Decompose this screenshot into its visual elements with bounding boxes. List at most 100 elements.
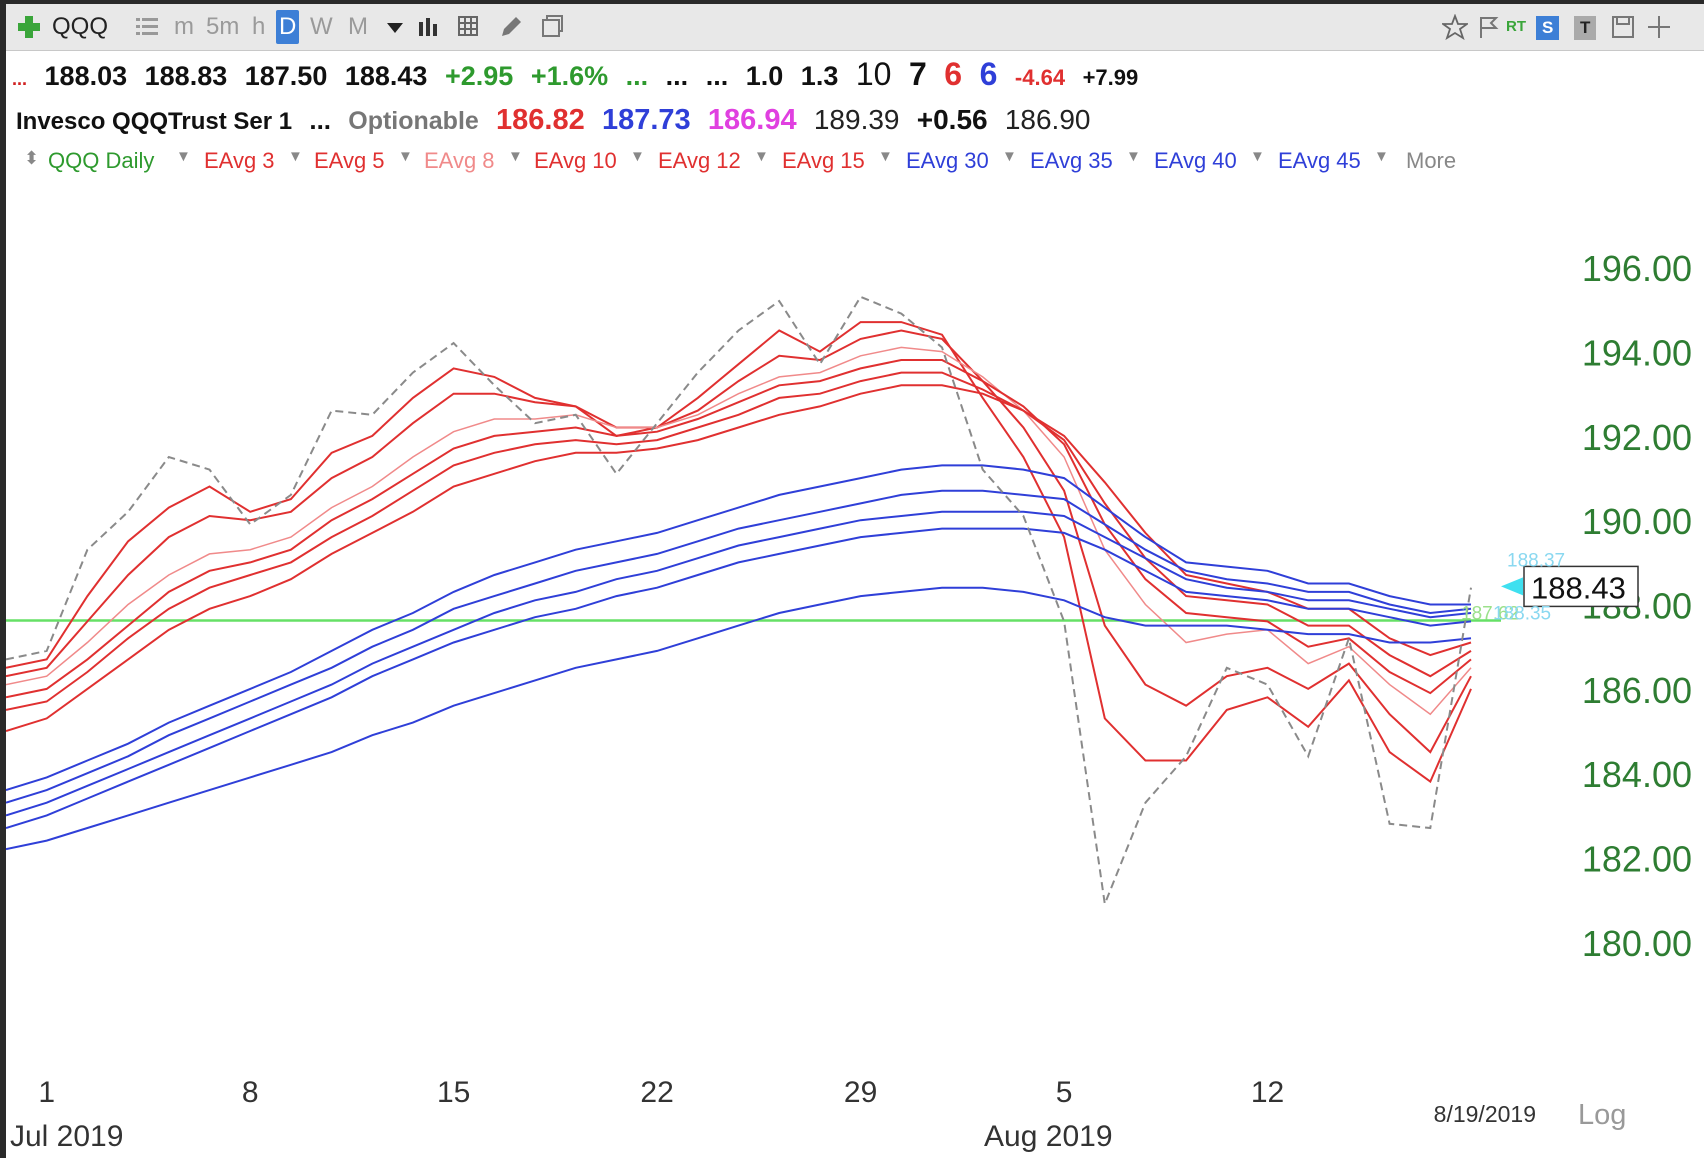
legend-eavg-30-dropdown-icon[interactable]: ▼ <box>1002 148 1017 165</box>
value-red: 186.82 <box>496 104 585 136</box>
month-label-aug: Aug 2019 <box>984 1120 1112 1153</box>
t-badge[interactable]: T <box>1574 16 1597 40</box>
add-symbol-icon[interactable] <box>16 14 42 40</box>
symbol-field[interactable]: QQQ <box>52 13 109 40</box>
y-tick-label: 192.00 <box>1582 417 1692 458</box>
positive-value: +7.99 <box>1082 65 1139 90</box>
dots-3: ... <box>705 61 729 91</box>
timeframe-m[interactable]: m <box>174 13 194 40</box>
timeframe-5m[interactable]: 5m <box>206 13 240 40</box>
save-icon[interactable] <box>1610 14 1636 40</box>
legend-eavg-15[interactable]: EAvg 15 <box>782 148 865 173</box>
legend-eavg-40-dropdown-icon[interactable]: ▼ <box>1250 148 1265 165</box>
legend-eavg-35[interactable]: EAvg 35 <box>1030 148 1113 173</box>
legend-eavg-15-dropdown-icon[interactable]: ▼ <box>878 148 893 165</box>
y-tick-label: 180.00 <box>1582 923 1692 964</box>
series-line-eavg-40 <box>6 510 1472 817</box>
legend-eavg-8-dropdown-icon[interactable]: ▼ <box>508 148 523 165</box>
y-tick-label: 186.00 <box>1582 670 1692 711</box>
timeframe-month[interactable]: M <box>348 13 368 40</box>
legend-more[interactable]: More <box>1406 148 1457 173</box>
price-line <box>6 295 1472 908</box>
legend-eavg-8[interactable]: EAvg 8 <box>424 148 495 173</box>
timeframe-w[interactable]: W <box>310 13 333 40</box>
legend-main-series[interactable]: QQQ Daily <box>48 148 155 173</box>
small-label: 188.35 <box>1493 603 1551 624</box>
timeframe-h[interactable]: h <box>252 13 266 40</box>
legend-eavg-45-dropdown-icon[interactable]: ▼ <box>1374 148 1389 165</box>
legend-eavg-12-dropdown-icon[interactable]: ▼ <box>754 148 769 165</box>
legend-eavg-10[interactable]: EAvg 10 <box>534 148 617 173</box>
window-top-border <box>0 0 1704 4</box>
high-value: 188.83 <box>144 61 228 91</box>
last-price-label: 188.43 <box>1531 570 1626 605</box>
series-line-eavg-3 <box>6 321 1472 784</box>
change-value: +2.95 <box>444 61 514 91</box>
series-line-eavg-12 <box>6 371 1472 711</box>
dots-2: ... <box>665 61 689 91</box>
x-tick-label: 12 <box>1251 1076 1284 1109</box>
legend-eavg-5-dropdown-icon[interactable]: ▼ <box>398 148 413 165</box>
series-line-eavg-5 <box>6 329 1472 754</box>
info-row: Invesco QQQTrust Ser 1 ... Optionable 18… <box>16 104 1100 142</box>
list-icon[interactable] <box>134 14 160 40</box>
indicator-legend: ⬍ QQQ Daily ▼ EAvg 3 ▼ EAvg 5 ▼ EAvg 8 ▼… <box>6 148 1704 182</box>
notes-icon[interactable] <box>538 14 564 40</box>
value-last: 186.90 <box>1004 104 1091 135</box>
open-value: 188.03 <box>44 61 128 91</box>
series-line-eavg-30 <box>6 464 1471 792</box>
reorder-handle-icon[interactable]: ⬍ <box>24 148 40 168</box>
timeframe-d[interactable]: D <box>276 10 300 44</box>
realtime-badge[interactable]: RT <box>1506 18 1526 35</box>
legend-eavg-45[interactable]: EAvg 45 <box>1278 148 1361 173</box>
date-label: 8/19/2019 <box>1434 1101 1536 1127</box>
count-4: 6 <box>979 56 998 92</box>
star-icon[interactable] <box>1442 14 1468 40</box>
y-tick-label: 190.00 <box>1582 501 1692 542</box>
chart-toolbar: QQQ m 5m h D W M RT S T <box>6 4 1704 51</box>
dots-1: ... <box>625 61 649 91</box>
dropdown-arrow-icon[interactable] <box>382 14 408 40</box>
small-label: 188.37 <box>1507 551 1565 572</box>
legend-eavg-12[interactable]: EAvg 12 <box>658 148 741 173</box>
legend-eavg-40[interactable]: EAvg 40 <box>1154 148 1237 173</box>
legend-eavg-3[interactable]: EAvg 3 <box>204 148 275 173</box>
chart-axis-layer: 196.00194.00192.00190.00188.00186.00184.… <box>10 248 1692 1153</box>
legend-main-dropdown-icon[interactable]: ▼ <box>176 148 191 165</box>
value-blue: 187.73 <box>601 104 691 136</box>
legend-eavg-5[interactable]: EAvg 5 <box>314 148 385 173</box>
last-price-marker <box>1501 577 1523 596</box>
series-line-unlabeled <box>6 586 1472 851</box>
close-value: 188.43 <box>344 61 428 91</box>
price-chart[interactable]: 196.00194.00192.00190.00188.00186.00184.… <box>6 184 1704 1158</box>
change-percent: +1.6% <box>530 61 609 91</box>
count-3: 6 <box>944 56 963 92</box>
value-plain: 189.39 <box>813 104 900 135</box>
legend-eavg-3-dropdown-icon[interactable]: ▼ <box>288 148 303 165</box>
draw-pencil-icon[interactable] <box>498 14 524 40</box>
legend-eavg-10-dropdown-icon[interactable]: ▼ <box>630 148 645 165</box>
log-toggle[interactable]: Log <box>1578 1099 1626 1131</box>
y-tick-label: 196.00 <box>1582 248 1692 289</box>
x-tick-label: 5 <box>1056 1076 1073 1109</box>
series-line-eavg-45 <box>6 527 1472 829</box>
y-tick-label: 182.00 <box>1582 839 1692 880</box>
low-value: 187.50 <box>244 61 328 91</box>
x-tick-label: 22 <box>640 1076 673 1109</box>
grid-settings-icon[interactable] <box>456 14 482 40</box>
quote-prefix: ... <box>12 69 28 89</box>
move-icon[interactable] <box>1646 14 1672 40</box>
legend-eavg-35-dropdown-icon[interactable]: ▼ <box>1126 148 1141 165</box>
chart-series-layer <box>6 295 1501 908</box>
ratio-2: 1.3 <box>800 61 839 91</box>
flag-icon[interactable] <box>1476 14 1502 40</box>
series-line-eavg-15 <box>6 384 1472 732</box>
series-line-eavg-10 <box>6 359 1472 699</box>
bar-chart-icon[interactable] <box>416 14 442 40</box>
value-change: +0.56 <box>916 104 988 135</box>
legend-eavg-30[interactable]: EAvg 30 <box>906 148 989 173</box>
s-badge[interactable]: S <box>1536 16 1560 40</box>
small-label: 187.62 <box>1461 603 1519 624</box>
month-label-jul: Jul 2019 <box>10 1120 123 1153</box>
series-line-eavg-8 <box>6 346 1472 716</box>
